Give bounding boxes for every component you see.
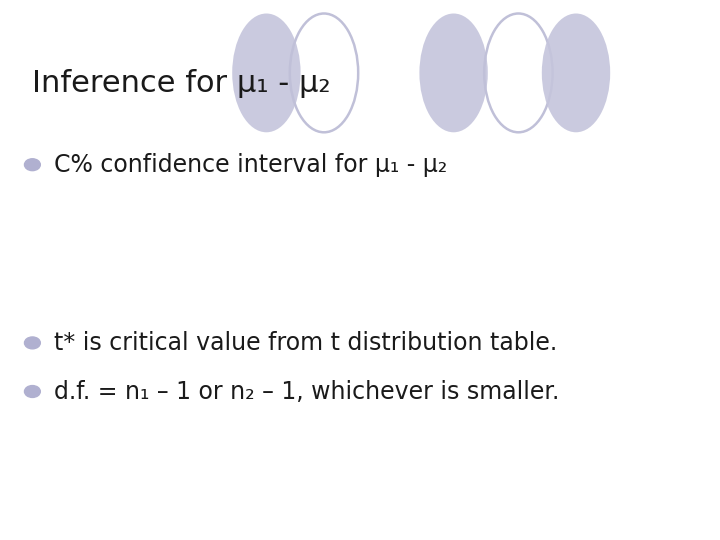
Ellipse shape <box>419 14 488 132</box>
Ellipse shape <box>541 14 611 132</box>
Text: d.f. = n₁ – 1 or n₂ – 1, whichever is smaller.: d.f. = n₁ – 1 or n₂ – 1, whichever is sm… <box>54 380 559 403</box>
Text: t* is critical value from t distribution table.: t* is critical value from t distribution… <box>54 331 557 355</box>
Text: Inference for μ₁ - μ₂: Inference for μ₁ - μ₂ <box>32 69 331 98</box>
Circle shape <box>24 159 40 171</box>
Text: C% confidence interval for μ₁ - μ₂: C% confidence interval for μ₁ - μ₂ <box>54 153 447 177</box>
Circle shape <box>24 386 40 397</box>
Circle shape <box>24 337 40 349</box>
Ellipse shape <box>232 14 301 132</box>
